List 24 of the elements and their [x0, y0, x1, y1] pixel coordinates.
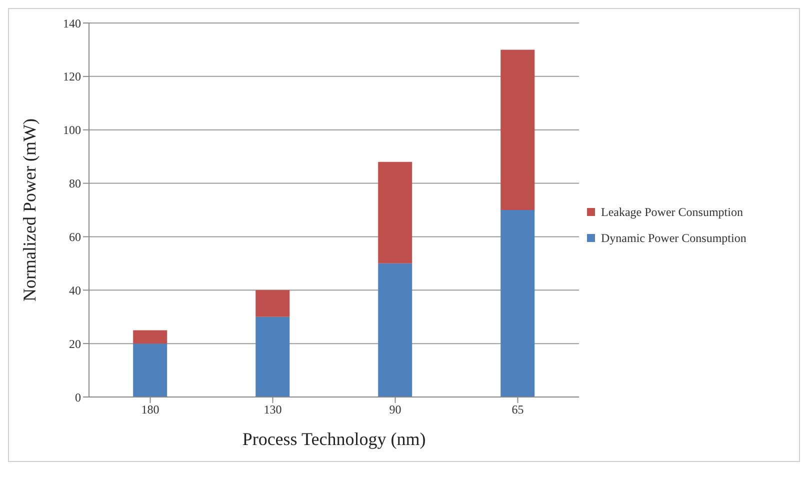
x-axis-title: Process Technology (nm): [242, 429, 426, 449]
bar: [256, 290, 290, 317]
y-tick-label: 120: [63, 70, 81, 84]
x-tick-label: 130: [264, 402, 282, 417]
bar: [133, 344, 168, 397]
bar: [256, 316, 290, 397]
x-tick-label: 90: [389, 402, 402, 417]
y-tick-label: 20: [69, 336, 81, 351]
bar: [500, 50, 535, 210]
y-tick-label: 100: [63, 123, 81, 138]
bar: [500, 210, 535, 397]
y-tick-label: 0: [75, 390, 81, 404]
y-tick-label: 60: [69, 230, 81, 244]
y-tick-label: 140: [63, 16, 81, 30]
y-tick-label: 80: [69, 176, 81, 191]
bar: [133, 330, 168, 344]
legend-label: Leakage Power Consumption: [601, 204, 743, 221]
x-tick-label: 65: [512, 402, 524, 417]
bar: [378, 263, 412, 397]
x-tick-label: 180: [141, 402, 160, 417]
y-tick-label: 40: [69, 283, 81, 298]
y-axis-title: Normalized Power (mW): [19, 118, 40, 302]
legend-label: Dynamic Power Consumption: [601, 230, 746, 247]
bar: [378, 162, 412, 264]
